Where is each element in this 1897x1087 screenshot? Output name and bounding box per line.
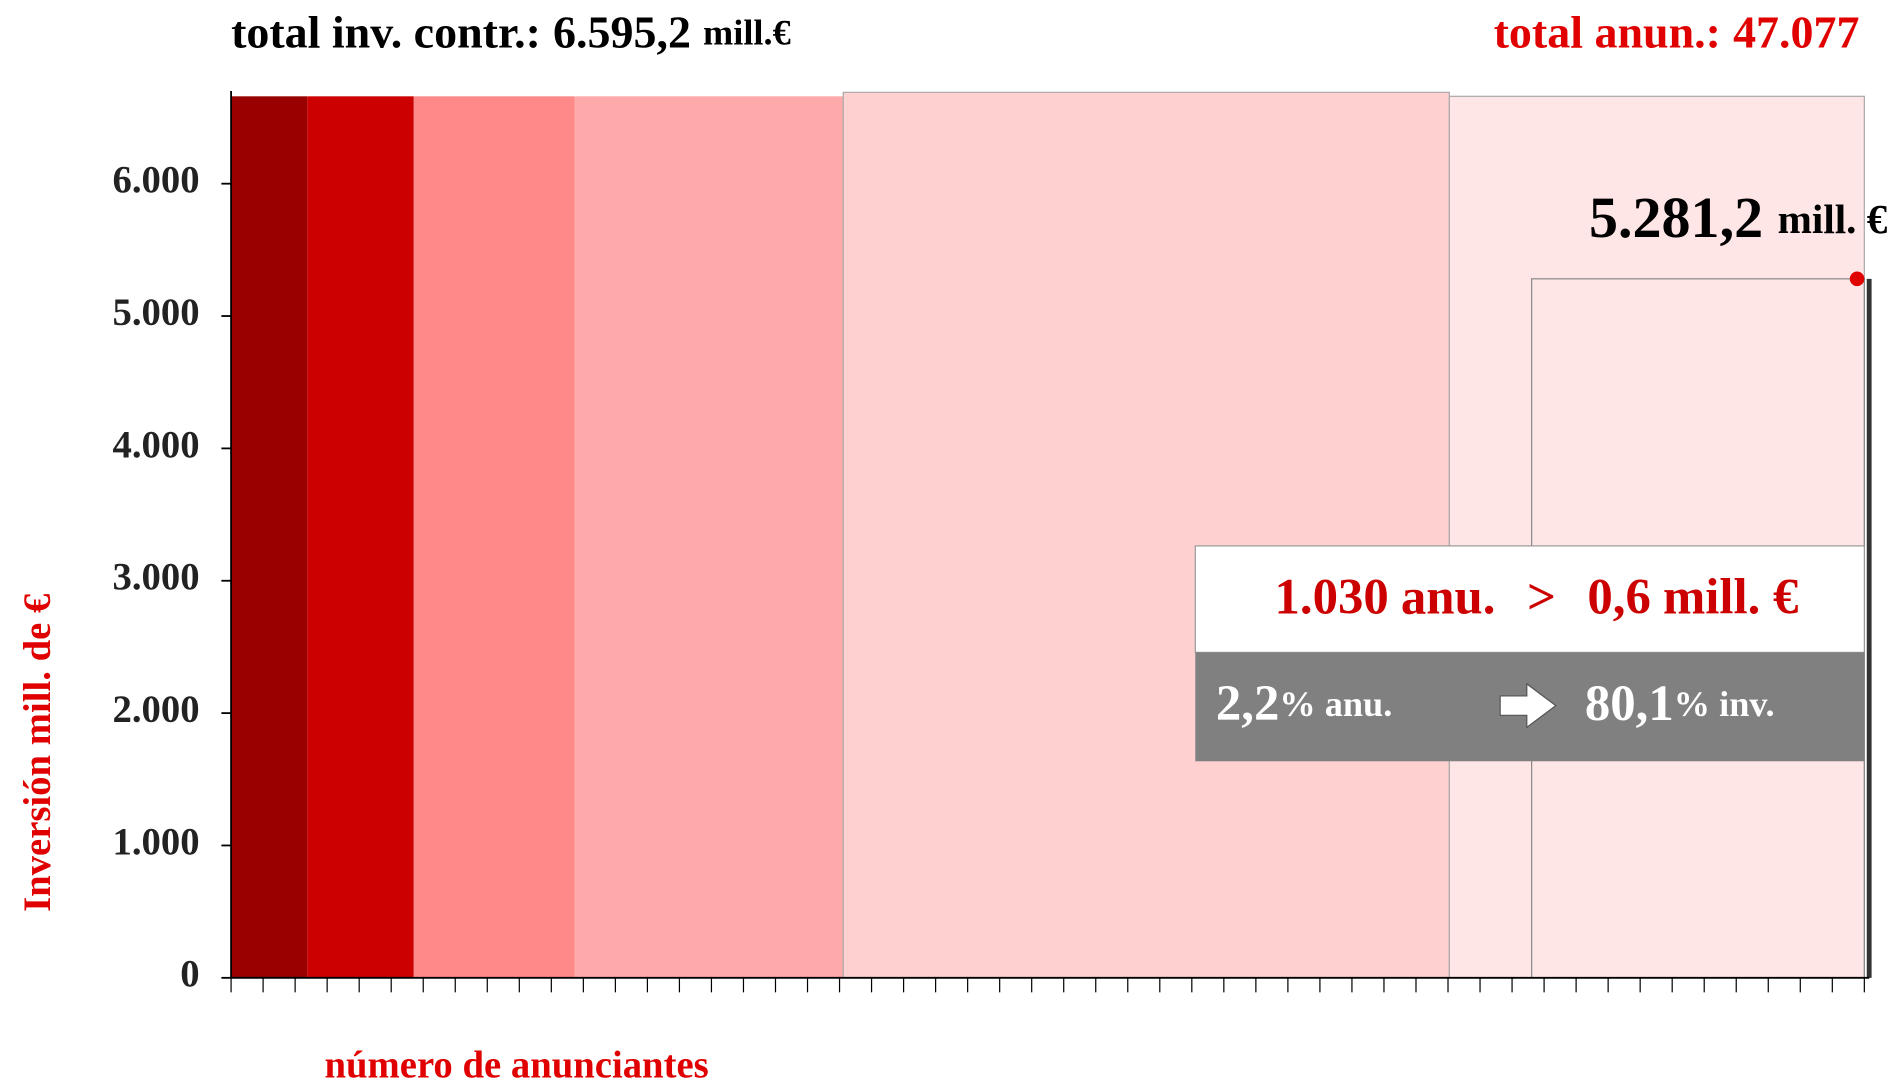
share-inv-unit: % inv. — [1674, 684, 1775, 724]
advertisers-unit: anu. — [1401, 568, 1496, 624]
y-tick-label: 5.000 — [113, 292, 200, 334]
y-tick-label: 6.000 — [113, 160, 200, 202]
share-adv-unit: % anu. — [1279, 684, 1392, 724]
band — [574, 96, 844, 978]
annotation-line-2b: 80,1% inv. — [1585, 675, 1775, 731]
arrow — [1499, 682, 1557, 729]
annotation-top — [1194, 545, 1865, 653]
title-text: total anun.: — [1494, 6, 1721, 57]
title-value: 47.077 — [1733, 6, 1859, 57]
y-axis-label: Inversión mill. de € — [17, 594, 59, 912]
band — [307, 96, 414, 978]
title-unit: mill.€ — [703, 13, 791, 53]
advertisers-value: 1.030 — [1275, 568, 1389, 624]
title-right: total anun.: 47.077 — [1494, 6, 1860, 57]
y-tick-label: 2.000 — [113, 689, 200, 731]
threshold-unit: mill. € — [1663, 568, 1798, 624]
share-inv-value: 80,1 — [1585, 675, 1674, 731]
relation: > — [1527, 568, 1556, 624]
annotation-line-1: 1.030 anu. >0,6 mill. € — [1275, 568, 1799, 624]
annotation-box: 1.030 anu. >0,6 mill. € 2,2% anu. 80,1% inv… — [1194, 545, 1865, 762]
band — [842, 91, 1450, 979]
band — [231, 96, 308, 978]
y-tick-label: 1.000 — [113, 821, 200, 863]
annotation-line-2a: 2,2% anu. — [1216, 675, 1392, 731]
band — [1448, 95, 1865, 979]
threshold-value: 0,6 — [1587, 568, 1651, 624]
share-adv-value: 2,2 — [1216, 675, 1280, 731]
title-text: total inv. contr.: — [231, 6, 541, 57]
highlight-dot — [1849, 271, 1865, 287]
y-tick-label: 4.000 — [113, 424, 200, 466]
highlight-value: 5.281,2 — [1589, 185, 1763, 250]
x-axis-label: número de anunciantes — [324, 1044, 708, 1086]
highlight-unit: mill. € — [1778, 197, 1888, 243]
highlight-label: 5.281,2 mill. € — [1589, 185, 1888, 250]
title-value: 6.595,2 — [553, 6, 691, 57]
plot-area: 0 1.000 2.000 3.000 4.000 5.000 6.000 — [113, 91, 1872, 996]
title-left: total inv. contr.: 6.595,2 mill.€ — [231, 6, 791, 57]
y-tick-label: 0 — [180, 954, 199, 996]
band — [413, 96, 575, 978]
y-tick-label: 3.000 — [113, 557, 200, 599]
